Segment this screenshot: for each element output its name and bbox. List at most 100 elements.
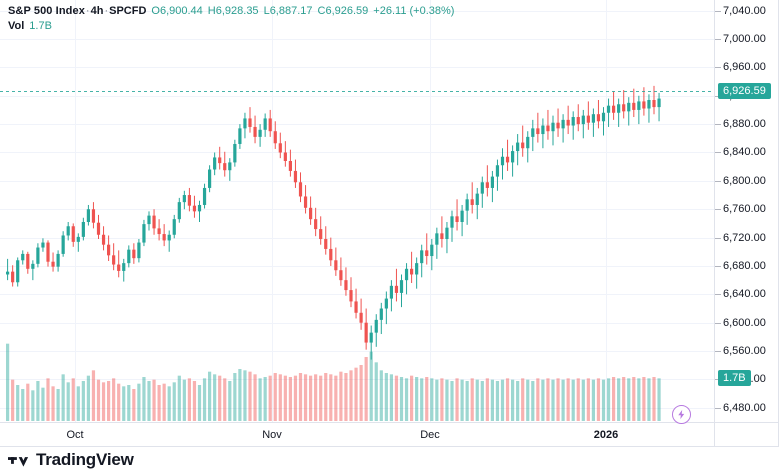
volume-bar (112, 378, 116, 421)
volume-bar (208, 371, 212, 421)
price-axis-tick-mark (715, 11, 721, 12)
candle-body (46, 242, 50, 262)
price-axis-tick-mark (715, 408, 721, 409)
volume-bar (622, 377, 626, 421)
candle-body (152, 215, 156, 229)
volume-bar (561, 379, 565, 421)
volume-bar (521, 378, 525, 421)
volume-bar (354, 367, 358, 421)
time-axis[interactable]: Oct Nov Dec 2026 (0, 422, 714, 446)
volume-bar (41, 387, 45, 421)
price-axis-tick-label: 6,480.00 (723, 401, 766, 414)
candle-body (450, 216, 454, 228)
candle-body (394, 285, 399, 293)
candle-body (112, 255, 116, 265)
volume-bar (571, 379, 575, 421)
price-axis-tick-label: 6,680.00 (723, 259, 766, 272)
volume-bar (551, 379, 555, 421)
candle-body (268, 118, 272, 132)
chart-plot-area[interactable] (0, 0, 714, 422)
tradingview-wordmark: TradingView (36, 450, 134, 469)
candle-body (475, 193, 479, 205)
candle-body (521, 142, 525, 149)
volume-bar (475, 379, 479, 421)
candle-body (41, 242, 45, 248)
volume-bar (576, 378, 580, 421)
volume-bar (177, 375, 181, 421)
volume-bar (218, 375, 222, 421)
volume-bar (369, 351, 373, 421)
volume-bar (142, 377, 146, 421)
volume-bar (101, 382, 106, 421)
candle-body (369, 332, 373, 343)
volume-bar (531, 381, 535, 421)
volume-bar (601, 379, 606, 421)
candle-body (147, 215, 151, 225)
price-axis-tick-label: 6,600.00 (723, 316, 766, 329)
volume-bar (202, 378, 207, 421)
candle-body (208, 169, 212, 188)
tradingview-branding[interactable]: TradingView (8, 450, 134, 470)
candle-body (495, 165, 500, 177)
candle-body (465, 199, 469, 211)
candle-body (71, 226, 75, 242)
price-axis-tick-mark (715, 67, 721, 68)
candle-body (440, 233, 444, 240)
price-axis-tick-mark (715, 124, 721, 125)
volume-bar (132, 389, 136, 421)
volume-bar (511, 379, 515, 421)
volume-bar (399, 377, 404, 421)
volume-bar (152, 379, 156, 421)
candle-body (182, 195, 186, 203)
volume-bar (364, 357, 368, 421)
candle-body (596, 114, 601, 122)
candle-body (283, 152, 287, 161)
candle-body (223, 163, 227, 171)
candle-body (263, 118, 267, 130)
volume-bar (51, 386, 55, 421)
candle-body (470, 199, 474, 205)
candle-body (505, 156, 510, 163)
volume-bar (21, 389, 25, 421)
axis-corner (714, 422, 779, 446)
volume-bar (117, 383, 121, 421)
volume-bar (541, 379, 545, 421)
volume-bar (500, 379, 505, 421)
candle-body (455, 216, 459, 222)
volume-bar (536, 378, 540, 421)
volume-bar (516, 381, 520, 421)
volume-badge[interactable]: 1.7B (718, 370, 751, 386)
candle-body (36, 247, 40, 264)
volume-bar (329, 374, 333, 421)
volume-bar (379, 370, 383, 421)
volume-bar (465, 381, 469, 421)
volume-bar (490, 379, 494, 421)
volume-bar (293, 375, 298, 421)
price-axis-tick-label: 7,040.00 (723, 4, 766, 17)
volume-bar (243, 370, 247, 421)
current-price-badge[interactable]: 6,926.59 (718, 83, 771, 100)
volume-bar (66, 382, 70, 421)
candle-body (258, 129, 262, 137)
volume-bar (359, 365, 363, 421)
candle-body (334, 260, 338, 271)
candle-body (66, 226, 70, 236)
price-axis-tick-mark (715, 323, 721, 324)
volume-bar (374, 362, 378, 421)
candle-body (137, 242, 141, 259)
candle-body (566, 119, 570, 126)
volume-bar (344, 373, 348, 421)
chart-canvas (0, 0, 714, 422)
volume-bar (61, 374, 65, 421)
volume-bar (258, 378, 262, 421)
candle-body (122, 263, 126, 271)
realtime-data-badge[interactable] (672, 405, 691, 424)
volume-bar (612, 377, 616, 421)
price-axis[interactable]: 7,040.007,000.006,960.006,920.006,880.00… (714, 0, 779, 422)
candle-body (298, 182, 303, 197)
volume-bar (430, 378, 434, 421)
candle-body (379, 308, 383, 320)
volume-bar (425, 377, 429, 421)
candle-body (11, 271, 15, 283)
volume-bar (324, 373, 328, 421)
